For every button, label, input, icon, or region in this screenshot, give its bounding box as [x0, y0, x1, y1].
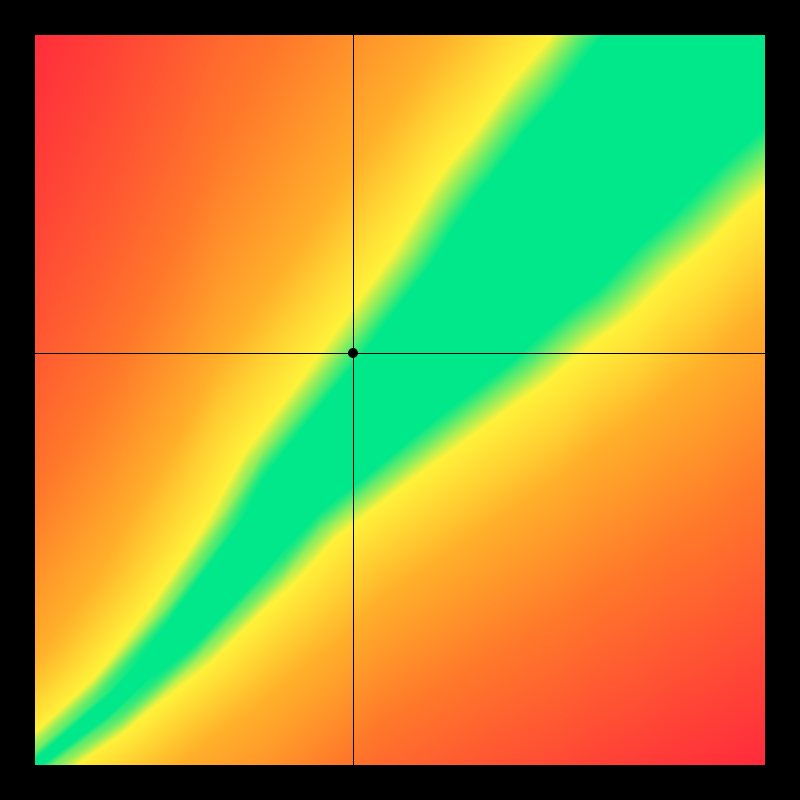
data-point-marker [348, 348, 358, 358]
crosshair-vertical [353, 35, 354, 765]
plot-area [35, 35, 765, 765]
crosshair-horizontal [35, 353, 765, 354]
heatmap-canvas [35, 35, 765, 765]
root-container: TheBottleneck.com [0, 0, 800, 800]
watermark-text: TheBottleneck.com [578, 8, 762, 31]
